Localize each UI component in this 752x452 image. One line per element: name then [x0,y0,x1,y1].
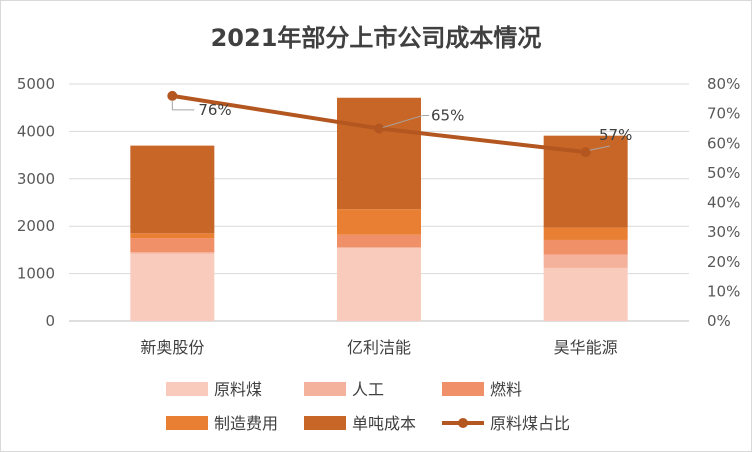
label-leader-line [171,99,195,111]
right-tick-label: 80% [707,75,740,93]
legend-label: 原料煤占比 [490,414,570,433]
bar-segment-4-cat-3 [543,227,628,240]
left-tick-label: 4000 [17,122,55,140]
ratio-point [580,147,591,158]
right-tick-label: 30% [707,223,740,241]
bar-segment-5-cat-1 [130,145,215,234]
ratio-point [374,123,384,134]
bar-segment-4-cat-2 [337,209,421,235]
legend-swatch [304,382,346,396]
right-tick-label: 0% [707,312,731,330]
legend-swatch [166,416,208,430]
ratio-line: 76% 65% 57% [167,90,632,158]
legend-swatch [166,382,208,396]
legend-label: 人工 [352,380,384,399]
right-tick-label: 50% [707,164,740,182]
ratio-data-label: 57% [599,126,632,144]
right-tick-label: 70% [707,105,740,123]
left-y-axis: 0 1000 2000 3000 4000 5000 [17,75,55,330]
bar-segment-2-cat-3 [543,254,628,268]
chart-title: 2021年部分上市公司成本情况 [211,24,542,52]
legend-swatch [304,416,346,430]
ratio-point [167,90,178,101]
right-tick-label: 20% [707,253,740,271]
ratio-data-label: 76% [198,101,231,119]
legend-swatch [442,382,484,396]
right-tick-label: 60% [707,134,740,152]
category-label: 亿利洁能 [347,338,411,357]
bar-segment-3-cat-2 [337,234,421,248]
bar-segment-5-cat-2 [337,97,421,210]
legend-label: 单吨成本 [352,414,416,433]
category-labels: 新奥股份 亿利洁能 昊华能源 [140,338,617,357]
left-tick-label: 0 [45,312,55,330]
right-tick-label: 10% [707,282,740,300]
legend-line-marker [458,418,468,428]
left-tick-label: 2000 [17,217,55,235]
right-tick-label: 40% [707,194,740,212]
legend-label: 制造费用 [214,414,278,433]
bar-segment-1-cat-2 [337,248,421,321]
bars [130,97,628,321]
bar-segment-1-cat-1 [130,253,215,321]
bar-segment-3-cat-3 [543,239,628,255]
bar-segment-2-cat-2 [337,247,421,249]
ratio-data-label: 65% [431,106,464,124]
legend-label: 燃料 [490,380,522,399]
left-tick-label: 5000 [17,75,55,93]
bar-segment-2-cat-1 [130,252,215,254]
left-tick-label: 3000 [17,170,55,188]
bar-segment-4-cat-1 [130,233,215,239]
right-y-axis: 0% 10% 20% 30% 40% 50% 60% 70% 80% [707,75,740,330]
bar-segment-1-cat-3 [543,267,628,321]
label-leader-line [589,145,610,151]
label-leader-line [382,114,429,128]
category-label: 昊华能源 [554,338,618,357]
left-tick-label: 1000 [17,265,55,283]
bar-segment-3-cat-1 [130,238,215,253]
legend-label: 原料煤 [214,380,262,399]
category-label: 新奥股份 [140,338,204,357]
